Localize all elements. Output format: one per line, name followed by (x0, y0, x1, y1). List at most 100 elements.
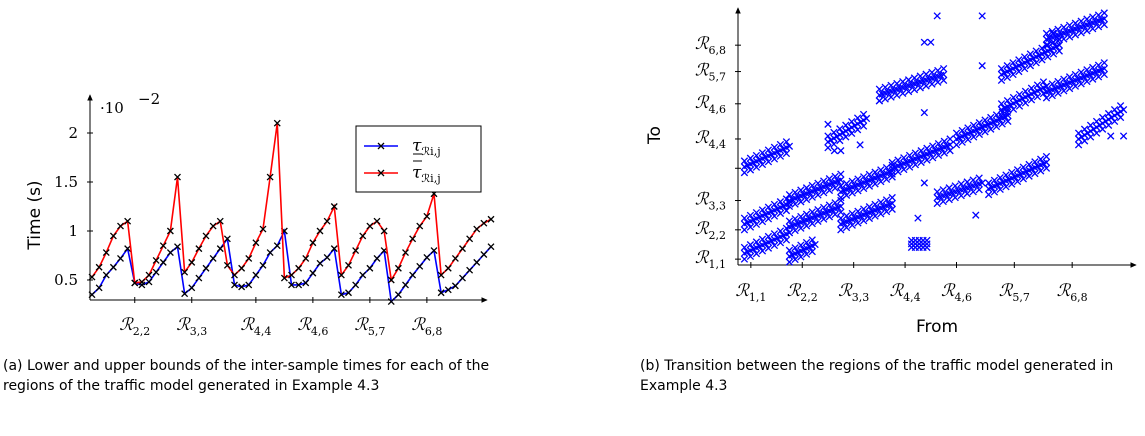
chart-a-data-point (252, 271, 260, 279)
chart-b-data-point (939, 186, 947, 194)
chart-a-x-tick-label: ℛ3,3 (176, 315, 207, 338)
chart-b-transition-band (740, 224, 794, 263)
chart-b-data-point (860, 184, 868, 193)
chart-a-data-point (145, 271, 153, 279)
chart-a-data-point (302, 279, 310, 287)
chart-b-data-point (871, 180, 879, 188)
chart-b-data-point (1009, 105, 1018, 113)
chart-b-x-tick-label: ℛ6,8 (1057, 281, 1088, 304)
chart-b-data-point (1065, 21, 1074, 29)
chart-b-data-point (776, 140, 785, 149)
chart-a-data-point (466, 266, 474, 274)
chart-b-data-point (1013, 177, 1022, 186)
chart-b-data-point (752, 250, 761, 258)
chart-a-data-point (437, 271, 445, 279)
chart-b-data-point (1092, 129, 1101, 137)
chart-b-transition-band (1042, 9, 1108, 49)
chart-a-data-point (323, 254, 331, 261)
chart-a-y-tick-label: 1.5 (54, 173, 78, 191)
chart-b-data-point (1032, 59, 1040, 67)
chart-a-data-point (459, 274, 466, 282)
chart-a-y-tick-label: 0.5 (54, 271, 78, 289)
chart-b-data-point (1100, 9, 1108, 17)
chart-b-data-point (920, 38, 929, 46)
chart-b-data-point (997, 100, 1006, 108)
chart-a-data-point (359, 271, 367, 279)
chart-a-data-point (316, 227, 324, 235)
chart-b-data-point (746, 211, 755, 220)
chart-b-data-point (752, 220, 761, 229)
chart-a-series-line (91, 228, 492, 304)
chart-b-data-point (875, 97, 884, 105)
chart-b-data-point (770, 212, 779, 220)
chart-b-data-point (746, 241, 755, 249)
chart-b-data-point (1004, 117, 1012, 126)
chart-b-data-point (992, 122, 1001, 131)
chart-b-data-point (940, 137, 948, 145)
chart-b-data-point (802, 210, 811, 218)
chart-b-data-point (764, 215, 773, 223)
chart-b-data-point (1026, 62, 1035, 70)
chart-b-data-point (797, 224, 805, 232)
chart-b-data-point (882, 175, 891, 184)
chart-b-data-point (877, 210, 885, 218)
chart-b-data-point (848, 221, 856, 229)
chart-b-data-point (1083, 66, 1091, 74)
chart-b-data-point (752, 238, 761, 246)
chart-a-data-point (231, 271, 238, 279)
chart-b-data-point (1038, 56, 1046, 64)
chart-b-data-point (963, 178, 971, 186)
chart-a-data-point (330, 203, 338, 210)
chart-b-data-point (830, 140, 838, 148)
chart-b-data-point (882, 207, 891, 216)
chart-b-data-point (865, 214, 874, 223)
chart-b-x-tick-label: ℛ4,6 (941, 281, 972, 304)
chart-b-data-point (848, 189, 856, 197)
chart-b-data-point (917, 158, 925, 167)
chart-a-data-point (444, 286, 452, 294)
chart-b-transition-band (740, 138, 794, 177)
chart-b-data-point (831, 172, 839, 181)
chart-a-data-point (423, 212, 431, 220)
chart-b-data-point (1003, 97, 1012, 105)
chart-b-data-point (808, 193, 816, 201)
chart-b-data-point (848, 129, 856, 137)
chart-a-data-point (487, 215, 495, 223)
chart-b-x-tick-label: ℛ4,4 (890, 281, 921, 304)
chart-b-data-point (1071, 82, 1080, 90)
chart-b-x-tick-label: ℛ5,7 (999, 281, 1030, 304)
chart-a-data-point (202, 232, 210, 240)
chart-b-data-point (1048, 39, 1056, 47)
chart-b-data-point (972, 211, 980, 219)
chart-b-data-point (893, 79, 901, 88)
chart-b-data-point (952, 129, 961, 137)
chart-b-data-point (758, 206, 767, 214)
chart-b-data-point (1060, 87, 1068, 95)
chart-b-data-point (998, 120, 1006, 128)
chart-a-data-point (245, 254, 253, 262)
chart-b-data-point (877, 166, 885, 174)
chart-a-data-point (373, 254, 381, 262)
chart-a-data-point (295, 281, 303, 289)
chart-b-y-tick-label: ℛ2,2 (695, 219, 726, 242)
chart-b-data-point (837, 226, 845, 234)
chart-b-data-point (782, 236, 791, 244)
chart-b-data-point (923, 144, 931, 153)
chart-b-data-point (934, 66, 942, 75)
chart-b-data-point (854, 187, 862, 195)
chart-a-data-point (195, 274, 203, 282)
chart-b-data-point (848, 117, 856, 126)
chart-a-data-point (138, 278, 146, 286)
chart-b-data-point (957, 191, 965, 200)
chart-a-data-point (409, 235, 417, 243)
chart-b-data-point (776, 152, 785, 160)
chart-b-data-point (888, 173, 896, 181)
chart-a-data-point (394, 264, 402, 272)
chart-b-data-point (923, 236, 931, 245)
chart-a-data-point (159, 242, 167, 250)
chart-a-data-point (480, 251, 488, 258)
chart-a-data-point (117, 254, 124, 262)
chart-b-data-point (1033, 81, 1042, 89)
chart-a-data-point (466, 235, 474, 243)
chart-a-y-multiplier-exponent: −2 (138, 90, 160, 108)
